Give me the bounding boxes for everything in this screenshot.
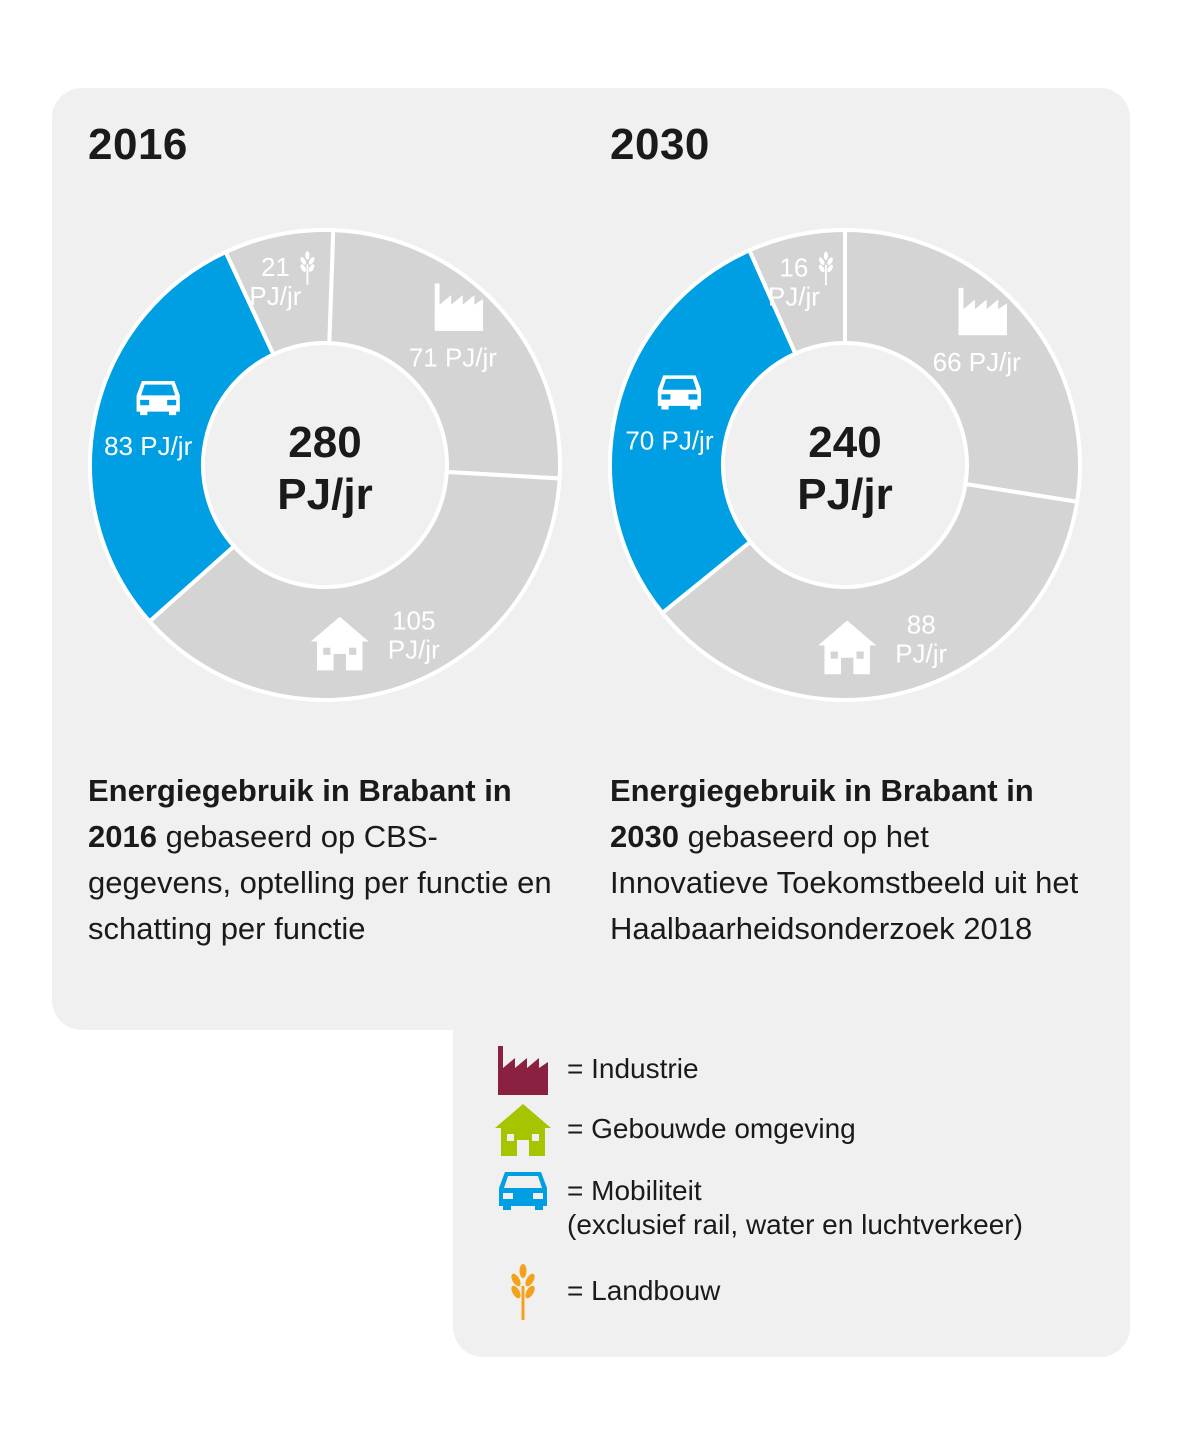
center-unit: PJ/jr [277, 470, 372, 519]
caption-2016: Energiegebruik in Brabant in 2016 gebase… [88, 768, 568, 952]
legend-label-mobiliteit: = Mobiliteit [567, 1175, 702, 1206]
car-icon [499, 1172, 547, 1210]
slice-gebouwde-omgeving [659, 481, 1080, 702]
wheat-icon [818, 251, 833, 286]
caption-2030-text: gebaseerd op het Innovatieve Toekomstbee… [610, 819, 1079, 946]
slice-landbouw [223, 228, 336, 358]
legend-item-mobiliteit: = Mobiliteit (exclusief rail, water en lu… [493, 1162, 1023, 1242]
caption-2016-bold: Energiegebruik in Brabant in 2016 [88, 773, 512, 854]
house-icon [818, 620, 877, 675]
center-value: 240 [808, 418, 881, 467]
slice-label-gebouwde-omgeving: 105 PJ/jr [388, 606, 440, 665]
legend-label-gebouwde-omgeving: = Gebouwde omgeving [567, 1113, 856, 1144]
slice-label-mobiliteit: 70 PJ/jr [625, 425, 713, 455]
house-icon [495, 1104, 551, 1156]
factory-icon [498, 1046, 548, 1095]
factory-icon [434, 283, 484, 331]
center-unit: PJ/jr [797, 470, 892, 519]
wheat-icon [511, 1264, 535, 1320]
legend-label-landbouw: = Landbouw [567, 1275, 721, 1306]
car-icon [136, 380, 180, 416]
legend-item-gebouwde-omgeving: = Gebouwde omgeving [493, 1100, 856, 1160]
slice-label-gebouwde-omgeving: 88 PJ/jr [895, 609, 947, 668]
legend-label-industrie: = Industrie [567, 1053, 699, 1084]
slice-mobiliteit [608, 247, 799, 616]
legend-item-landbouw: = Landbouw [493, 1262, 720, 1322]
caption-2016-text: gebaseerd op CBS-gegevens, optelling per… [88, 819, 552, 946]
factory-icon [958, 287, 1007, 336]
legend-item-industrie: = Industrie [493, 1040, 699, 1100]
wheat-icon [300, 251, 315, 285]
center-value: 280 [288, 418, 361, 467]
chart-title-2016: 2016 [88, 120, 188, 169]
legend-sub-mobiliteit: (exclusief rail, water en luchtverkeer) [567, 1209, 1023, 1240]
caption-2030: Energiegebruik in Brabant in 2030 gebase… [610, 768, 1090, 952]
car-icon [657, 375, 702, 410]
chart-title-2030: 2030 [610, 120, 710, 169]
house-icon [310, 616, 369, 671]
slice-label-industrie: 66 PJ/jr [933, 347, 1021, 377]
slice-label-mobiliteit: 83 PJ/jr [104, 431, 192, 461]
legend-panel [453, 985, 1130, 1357]
slice-label-landbouw: 16 PJ/jr [768, 252, 820, 311]
slice-label-industrie: 71 PJ/jr [409, 343, 497, 373]
slice-industrie [843, 227, 1082, 505]
caption-2030-bold: Energiegebruik in Brabant in 2030 [610, 773, 1034, 854]
slice-gebouwde-omgeving [146, 469, 562, 702]
slice-label-landbouw: 21 PJ/jr [249, 252, 301, 311]
slice-mobiliteit [88, 249, 277, 625]
slice-industrie [327, 228, 562, 481]
